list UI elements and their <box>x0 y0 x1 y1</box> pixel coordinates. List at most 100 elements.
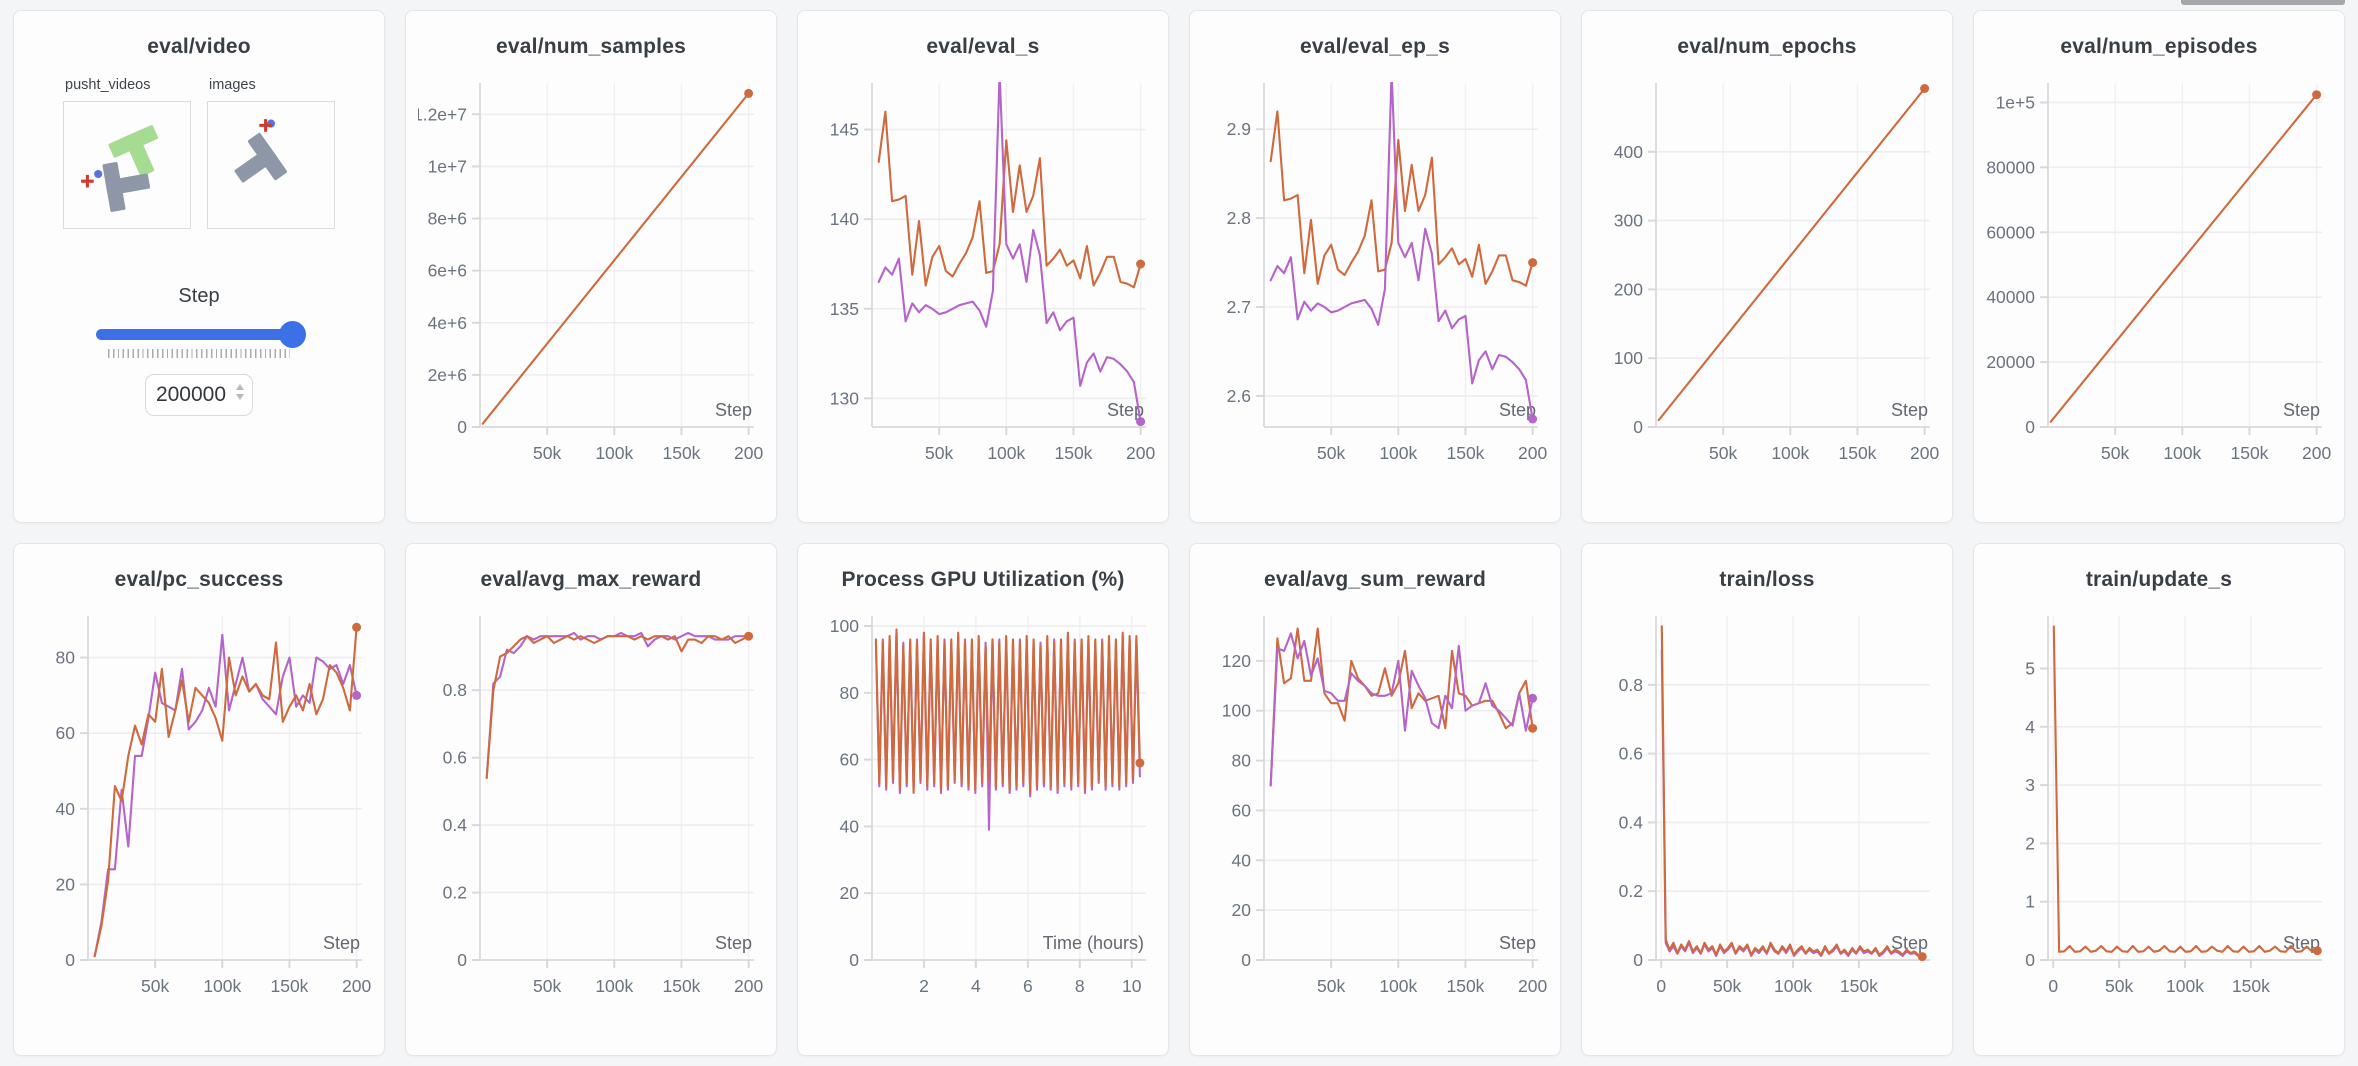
svg-text:Step: Step <box>1891 933 1928 953</box>
panel-train-loss: train/loss 0 50k 100k 150k 0 0.2 0.4 0.6 0.8 Step <box>1581 543 1953 1056</box>
svg-text:6: 6 <box>1023 976 1033 996</box>
svg-text:0: 0 <box>65 950 75 970</box>
svg-text:60: 60 <box>56 723 76 743</box>
svg-text:150k: 150k <box>1446 976 1484 996</box>
svg-text:150k: 150k <box>270 976 308 996</box>
slider-thumb[interactable] <box>279 321 306 348</box>
svg-text:150k: 150k <box>1054 443 1092 463</box>
pusht-image-thumbnail[interactable] <box>207 101 335 229</box>
svg-text:40000: 40000 <box>1986 287 2035 307</box>
svg-text:200: 200 <box>1614 279 1643 299</box>
svg-text:0.8: 0.8 <box>1619 675 1643 695</box>
panel-eval-pc-success: eval/pc_success 50k 100k 150k 200 0 20 40 60 80 S… <box>13 543 385 1056</box>
line-chart[interactable]: 0 50k 100k 150k 0 0.2 0.4 0.6 0.8 Step <box>1594 610 1940 1030</box>
media-row: pusht_videos <box>14 77 384 229</box>
svg-text:0: 0 <box>457 417 467 437</box>
panel-gpu-utilization: Process GPU Utilization (%) 2 4 6 8 10 0 20 40 6… <box>797 543 1169 1056</box>
svg-text:100k: 100k <box>1379 976 1417 996</box>
svg-text:2.9: 2.9 <box>1227 119 1251 139</box>
svg-text:50k: 50k <box>2101 443 2129 463</box>
svg-text:0.8: 0.8 <box>443 680 467 700</box>
svg-text:200: 200 <box>1518 976 1547 996</box>
line-chart[interactable]: 50k 100k 150k 200 0 20 40 60 80 100 120 Step <box>1202 610 1548 1030</box>
target-cross-icon <box>81 174 94 188</box>
svg-text:Step: Step <box>715 400 752 420</box>
line-chart[interactable]: 50k 100k 150k 200 0 20000 40000 60000 80000 1e+5 S… <box>1986 77 2332 497</box>
step-control: Step <box>14 285 384 416</box>
svg-text:60: 60 <box>1232 800 1252 820</box>
horizontal-scrollbar-thumb[interactable] <box>2181 0 2345 5</box>
svg-text:200: 200 <box>1126 443 1155 463</box>
svg-text:100k: 100k <box>1774 976 1812 996</box>
line-chart[interactable]: 50k 100k 150k 200 0 2e+6 4e+6 6e+6 8e+6 1e+7 1.2e+… <box>418 77 764 497</box>
line-chart[interactable]: 50k 100k 150k 200 0 100 200 300 400 Step <box>1594 77 1940 497</box>
svg-text:50k: 50k <box>2105 976 2133 996</box>
svg-text:50k: 50k <box>533 443 561 463</box>
line-chart[interactable]: 50k 100k 150k 200 0 0.2 0.4 0.6 0.8 Step <box>418 610 764 1030</box>
svg-text:2: 2 <box>919 976 929 996</box>
svg-text:100k: 100k <box>595 976 633 996</box>
agent-dot <box>94 169 103 179</box>
svg-text:150k: 150k <box>662 976 700 996</box>
stepper-down-icon[interactable] <box>236 394 244 400</box>
chart-title: train/update_s <box>2085 568 2233 591</box>
svg-text:8e+6: 8e+6 <box>428 209 467 229</box>
svg-text:100k: 100k <box>203 976 241 996</box>
step-slider-label: Step <box>178 285 220 307</box>
svg-text:Step: Step <box>1107 400 1144 420</box>
svg-text:Time (hours): Time (hours) <box>1043 933 1144 953</box>
svg-text:Step: Step <box>1891 400 1928 420</box>
svg-text:4e+6: 4e+6 <box>428 313 467 333</box>
pusht-video-thumbnail[interactable] <box>63 101 191 229</box>
svg-text:200: 200 <box>1518 443 1547 463</box>
svg-text:2.7: 2.7 <box>1227 297 1251 317</box>
line-chart[interactable]: 50k 100k 150k 200 0 20 40 60 80 Step <box>26 610 372 1030</box>
svg-text:Step: Step <box>2283 400 2320 420</box>
svg-text:Step: Step <box>1499 933 1536 953</box>
chart-title: eval/num_episodes <box>2060 35 2258 58</box>
svg-text:60000: 60000 <box>1986 222 2035 242</box>
svg-text:1: 1 <box>2025 892 2035 912</box>
svg-text:50k: 50k <box>533 976 561 996</box>
svg-text:0: 0 <box>2048 976 2058 996</box>
chart-title: eval/eval_ep_s <box>1300 35 1450 58</box>
svg-text:120: 120 <box>1222 651 1251 671</box>
step-input-wrap <box>145 374 253 416</box>
svg-text:100: 100 <box>830 616 859 636</box>
svg-text:20: 20 <box>1232 900 1252 920</box>
svg-text:5: 5 <box>2025 658 2035 678</box>
svg-text:50k: 50k <box>1709 443 1737 463</box>
svg-text:2: 2 <box>2025 833 2035 853</box>
video-panel-body: eval/video pusht_videos <box>14 11 384 522</box>
chart-title: eval/avg_max_reward <box>480 568 702 591</box>
step-number-input[interactable] <box>145 374 253 416</box>
line-chart[interactable]: 50k 100k 150k 200 2.6 2.7 2.8 2.9 Step <box>1202 77 1548 497</box>
panel-eval-eval-s: eval/eval_s 50k 100k 150k 200 130 135 140 145 St… <box>797 10 1169 523</box>
svg-text:0: 0 <box>1656 976 1666 996</box>
stepper <box>236 384 244 400</box>
pusht-block-t-shape <box>234 132 287 183</box>
svg-text:135: 135 <box>830 299 859 319</box>
stepper-up-icon[interactable] <box>236 384 244 390</box>
pusht-goal-t-shape <box>108 125 159 177</box>
svg-text:20: 20 <box>56 874 76 894</box>
svg-text:300: 300 <box>1614 211 1643 231</box>
line-chart[interactable]: 50k 100k 150k 200 130 135 140 145 Step <box>810 77 1156 497</box>
slider-track[interactable] <box>96 329 302 340</box>
svg-text:100k: 100k <box>2166 976 2204 996</box>
panel-eval-eval-ep-s: eval/eval_ep_s 50k 100k 150k 200 2.6 2.7 2.8 2.… <box>1189 10 1561 523</box>
panel-title: eval/video <box>147 35 251 58</box>
svg-text:145: 145 <box>830 120 859 140</box>
chart-title: eval/num_epochs <box>1677 35 1857 58</box>
chart-title: train/loss <box>1719 568 1815 591</box>
svg-text:40: 40 <box>840 816 860 836</box>
svg-text:80: 80 <box>840 683 860 703</box>
svg-text:200: 200 <box>734 976 763 996</box>
step-slider[interactable] <box>96 320 306 348</box>
svg-text:150k: 150k <box>1446 443 1484 463</box>
svg-text:100k: 100k <box>1379 443 1417 463</box>
svg-text:200: 200 <box>342 976 371 996</box>
slider-tick-marks <box>108 349 290 358</box>
